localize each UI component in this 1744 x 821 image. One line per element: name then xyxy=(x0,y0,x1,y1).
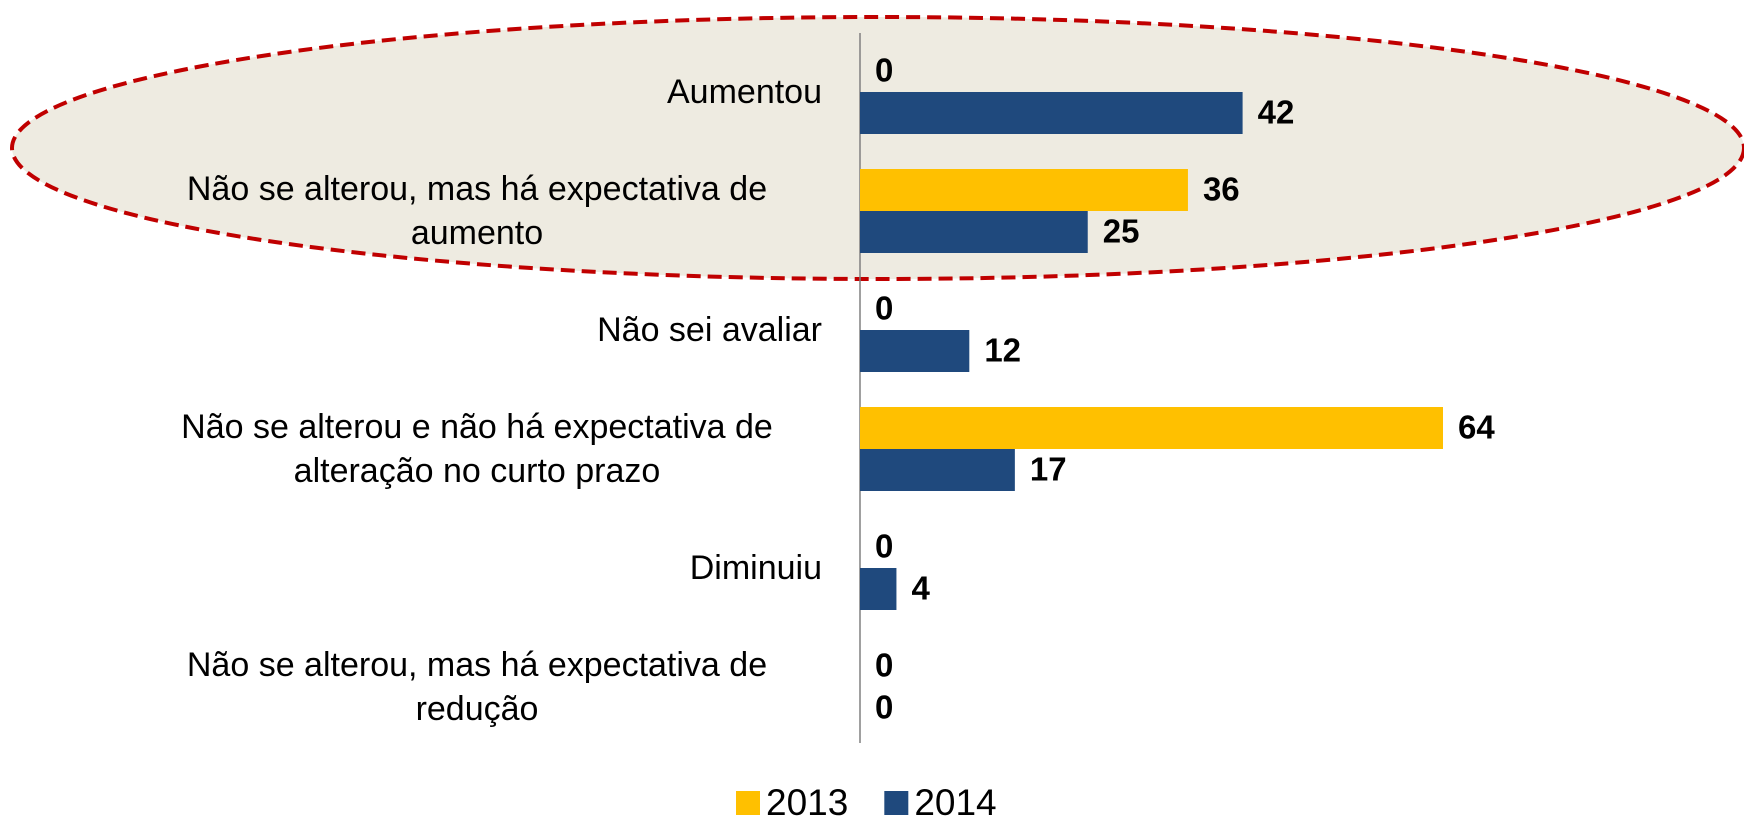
category-label-box: Não se alterou e não há expectativa de a… xyxy=(0,389,822,509)
data-label: 0 xyxy=(875,290,893,327)
legend-label: 2013 xyxy=(766,782,848,821)
category-label: Aumentou xyxy=(667,72,822,111)
bar xyxy=(860,211,1088,253)
data-label: 36 xyxy=(1203,171,1240,208)
data-label: 64 xyxy=(1458,409,1495,446)
bar xyxy=(860,449,1015,491)
category-label: Não se alterou e não há expectativa de a… xyxy=(181,407,773,490)
bar xyxy=(860,92,1243,134)
category-label-box: Diminuiu xyxy=(0,508,822,628)
data-label: 0 xyxy=(875,689,893,726)
category-label-box: Não sei avaliar xyxy=(0,270,822,390)
data-label: 0 xyxy=(875,52,893,89)
category-label-box: Aumentou xyxy=(0,32,822,152)
category-label: Não sei avaliar xyxy=(597,310,822,349)
data-label: 12 xyxy=(984,332,1021,369)
legend-swatch xyxy=(884,791,909,815)
data-label: 0 xyxy=(875,647,893,684)
data-label: 42 xyxy=(1258,94,1295,131)
data-label: 4 xyxy=(911,570,930,607)
legend-swatch xyxy=(736,791,760,815)
category-label: Não se alterou, mas há expectativa de re… xyxy=(186,645,768,728)
category-label: Não se alterou, mas há expectativa de au… xyxy=(186,169,768,252)
legend-label: 2014 xyxy=(914,782,996,821)
bar xyxy=(860,169,1188,211)
bar xyxy=(860,407,1443,449)
category-label-box: Não se alterou, mas há expectativa de re… xyxy=(0,627,822,747)
category-label-box: Não se alterou, mas há expectativa de au… xyxy=(0,151,822,271)
bar xyxy=(860,568,897,610)
category-label: Diminuiu xyxy=(689,548,822,587)
highlight-ellipse xyxy=(10,15,1744,281)
data-label: 17 xyxy=(1030,451,1067,488)
data-label: 25 xyxy=(1103,213,1140,250)
bar xyxy=(860,330,970,372)
data-label: 0 xyxy=(875,528,893,565)
